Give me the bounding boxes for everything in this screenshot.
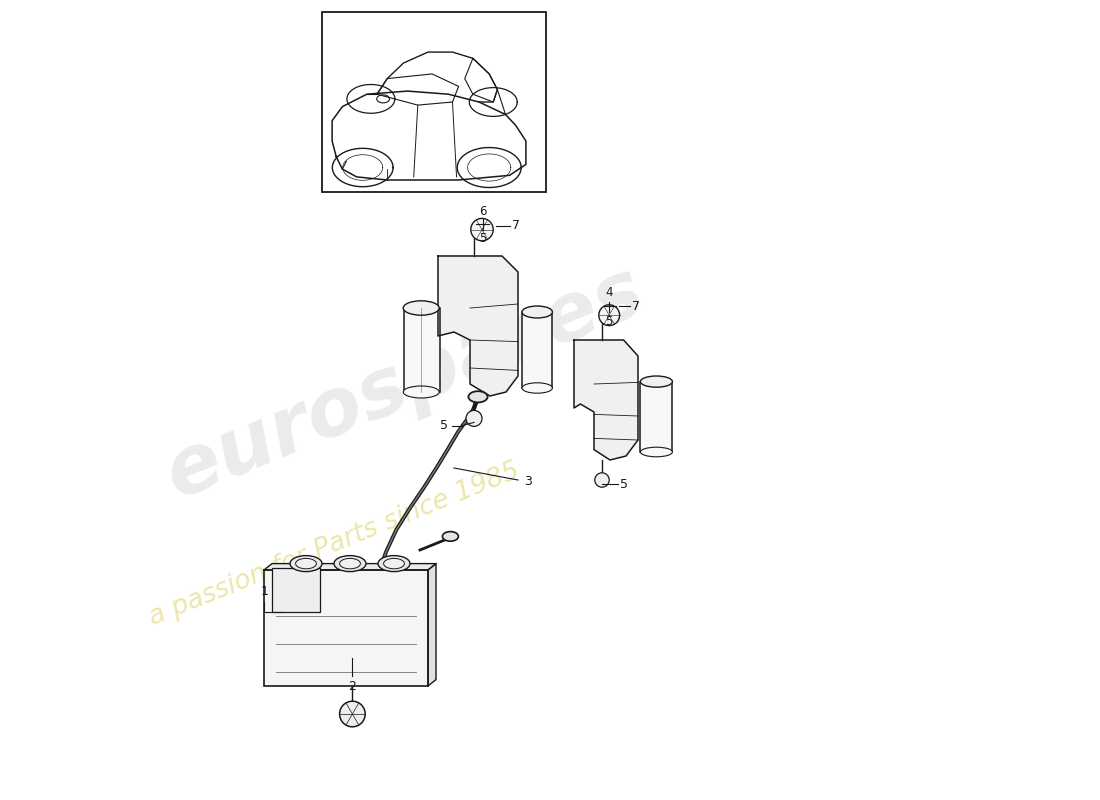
Circle shape (466, 410, 482, 426)
Text: 7: 7 (632, 300, 640, 313)
Ellipse shape (296, 558, 317, 569)
Polygon shape (264, 563, 436, 570)
Ellipse shape (384, 558, 405, 569)
Text: 4: 4 (605, 286, 613, 299)
Text: 5: 5 (480, 232, 486, 245)
Ellipse shape (378, 555, 410, 571)
Bar (272, 568, 320, 612)
Ellipse shape (290, 555, 322, 571)
Text: 7: 7 (513, 219, 520, 232)
Ellipse shape (340, 558, 361, 569)
Text: eurospares: eurospares (154, 253, 656, 515)
Polygon shape (438, 256, 518, 396)
Text: 1: 1 (261, 585, 268, 598)
Polygon shape (574, 340, 638, 460)
Ellipse shape (640, 447, 672, 457)
Ellipse shape (442, 532, 459, 542)
Ellipse shape (334, 555, 366, 571)
Text: 5: 5 (440, 419, 449, 432)
Text: 5: 5 (605, 315, 613, 328)
Circle shape (598, 305, 619, 326)
Bar (264, 570, 428, 686)
Ellipse shape (404, 386, 439, 398)
Circle shape (595, 473, 609, 487)
Text: 5: 5 (620, 478, 628, 490)
Polygon shape (428, 563, 436, 686)
Ellipse shape (469, 391, 487, 402)
Bar (322, 12, 546, 192)
Ellipse shape (522, 383, 552, 394)
Ellipse shape (404, 301, 439, 315)
Circle shape (471, 218, 493, 241)
Text: 6: 6 (478, 205, 486, 218)
Ellipse shape (522, 306, 552, 318)
Text: 3: 3 (525, 475, 532, 488)
Text: 2: 2 (349, 680, 356, 693)
Ellipse shape (640, 376, 672, 387)
Text: a passion for Parts since 1985: a passion for Parts since 1985 (145, 458, 524, 630)
Bar (640, 382, 672, 452)
Bar (404, 308, 440, 392)
Bar (522, 312, 552, 388)
Circle shape (340, 701, 365, 726)
